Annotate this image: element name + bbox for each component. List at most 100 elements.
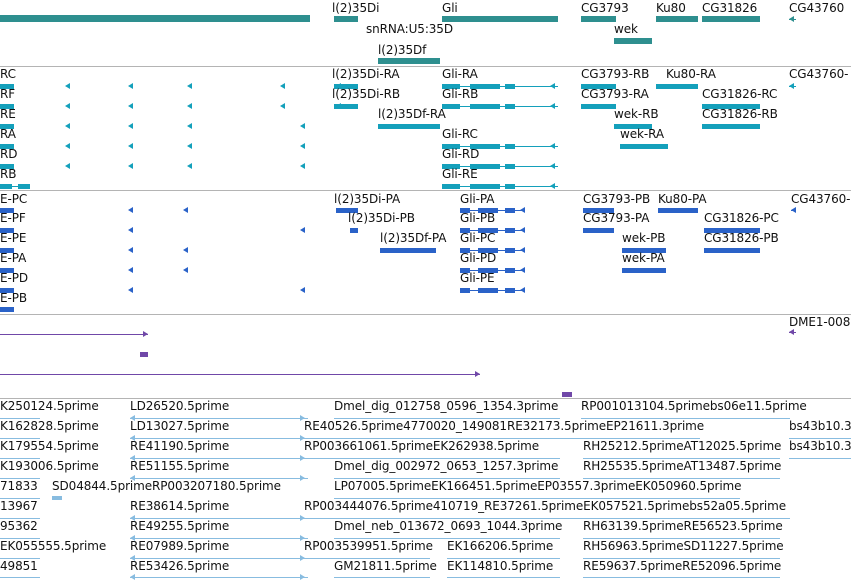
exon-block bbox=[0, 248, 14, 253]
feature-label: wek-RB bbox=[614, 107, 659, 121]
feature-label: RE51155.5prime bbox=[130, 459, 230, 473]
feature-label: CG43760 bbox=[789, 1, 845, 15]
feature-label: l(2)35Df bbox=[378, 43, 427, 57]
feature-label: CG43760- bbox=[789, 67, 849, 81]
exon-block bbox=[562, 392, 572, 397]
strand-left-arrow-icon bbox=[128, 143, 133, 149]
feature-label: RP003539951.5prime bbox=[304, 539, 433, 553]
strand-right-arrow-icon bbox=[300, 515, 305, 521]
strand-left-arrow-icon bbox=[300, 163, 305, 169]
exon-block bbox=[658, 208, 698, 213]
strand-left-arrow-icon bbox=[183, 207, 188, 213]
exon-block bbox=[460, 208, 470, 213]
feature-line bbox=[447, 558, 560, 559]
feature-line bbox=[130, 418, 308, 419]
exon-block bbox=[478, 268, 498, 273]
exon-block bbox=[505, 84, 515, 89]
strand-left-arrow-icon bbox=[520, 227, 525, 233]
feature-label: CG3793-PA bbox=[583, 211, 650, 225]
exon-block bbox=[656, 84, 698, 89]
feature-line bbox=[130, 458, 308, 459]
feature-label: GM21811.5prime bbox=[334, 559, 437, 573]
feature-label: bs43b10.3 bbox=[789, 439, 851, 453]
feature-label: CG3793 bbox=[581, 1, 629, 15]
exon-block bbox=[581, 16, 616, 22]
strand-left-arrow-icon bbox=[550, 83, 555, 89]
feature-label: Gli-PE bbox=[460, 271, 495, 285]
exon-block bbox=[0, 184, 12, 189]
exon-block bbox=[505, 104, 515, 109]
feature-label: l(2)35Df-PA bbox=[380, 231, 447, 245]
feature-line bbox=[130, 538, 308, 539]
exon-block bbox=[0, 307, 14, 312]
feature-label: RE bbox=[0, 107, 16, 121]
exon-block bbox=[460, 288, 470, 293]
feature-line bbox=[0, 374, 480, 375]
feature-label: RE41190.5prime bbox=[130, 439, 230, 453]
feature-label: Gli-PC bbox=[460, 231, 496, 245]
strand-left-arrow-icon bbox=[520, 247, 525, 253]
strand-left-arrow-icon bbox=[336, 103, 341, 109]
strand-left-arrow-icon bbox=[130, 435, 135, 441]
feature-label: RC bbox=[0, 67, 16, 81]
strand-right-arrow-icon bbox=[143, 331, 148, 337]
exon-block bbox=[505, 268, 515, 273]
exon-block bbox=[614, 38, 652, 44]
feature-label: RD bbox=[0, 147, 18, 161]
strand-left-arrow-icon bbox=[300, 123, 305, 129]
feature-line bbox=[130, 558, 308, 559]
feature-label: wek-PA bbox=[622, 251, 665, 265]
strand-left-arrow-icon bbox=[300, 227, 305, 233]
feature-line bbox=[581, 418, 790, 419]
exon-block bbox=[334, 84, 358, 89]
feature-line bbox=[442, 86, 558, 87]
feature-label: 49851 bbox=[0, 559, 38, 573]
feature-line bbox=[334, 538, 560, 539]
exon-block bbox=[505, 248, 515, 253]
strand-left-arrow-icon bbox=[520, 207, 525, 213]
exon-block bbox=[581, 84, 616, 89]
strand-left-arrow-icon bbox=[183, 267, 188, 273]
feature-label: RP003661061.5primeEK262938.5prime bbox=[304, 439, 540, 453]
exon-block bbox=[702, 124, 760, 129]
strand-left-arrow-icon bbox=[128, 247, 133, 253]
feature-label: E-PE bbox=[0, 231, 27, 245]
strand-left-arrow-icon bbox=[130, 515, 135, 521]
strand-left-arrow-icon bbox=[280, 103, 285, 109]
feature-line bbox=[442, 106, 558, 107]
strand-left-arrow-icon bbox=[300, 287, 305, 293]
exon-block bbox=[505, 184, 515, 189]
exon-block bbox=[622, 268, 666, 273]
feature-label: EK055555.5prime bbox=[0, 539, 107, 553]
exon-block bbox=[0, 268, 14, 273]
feature-line bbox=[0, 438, 40, 439]
strand-left-arrow-icon bbox=[520, 267, 525, 273]
feature-line bbox=[442, 166, 558, 167]
exon-block bbox=[656, 16, 698, 22]
feature-label: Ku80 bbox=[656, 1, 686, 15]
strand-left-arrow-icon bbox=[550, 103, 555, 109]
exon-block bbox=[0, 15, 310, 22]
strand-left-arrow-icon bbox=[130, 455, 135, 461]
feature-label: Gli-RC bbox=[442, 127, 478, 141]
exon-block bbox=[442, 144, 460, 149]
strand-left-arrow-icon bbox=[130, 555, 135, 561]
track-divider-dme bbox=[0, 398, 851, 399]
strand-left-arrow-icon bbox=[130, 415, 135, 421]
exon-block bbox=[380, 248, 436, 253]
strand-left-arrow-icon bbox=[128, 227, 133, 233]
exon-block bbox=[0, 288, 14, 293]
exon-block bbox=[470, 184, 500, 189]
feature-label: 71833 bbox=[0, 479, 38, 493]
feature-label: Gli bbox=[442, 1, 458, 15]
feature-line bbox=[583, 577, 780, 578]
strand-right-arrow-icon bbox=[300, 574, 305, 580]
exon-block bbox=[581, 104, 616, 109]
strand-left-arrow-icon bbox=[130, 475, 135, 481]
strand-right-arrow-icon bbox=[475, 371, 480, 377]
exon-block bbox=[702, 104, 760, 109]
feature-label: LD13027.5prime bbox=[130, 419, 230, 433]
feature-label: Ku80-RA bbox=[666, 67, 716, 81]
feature-line bbox=[0, 458, 40, 459]
